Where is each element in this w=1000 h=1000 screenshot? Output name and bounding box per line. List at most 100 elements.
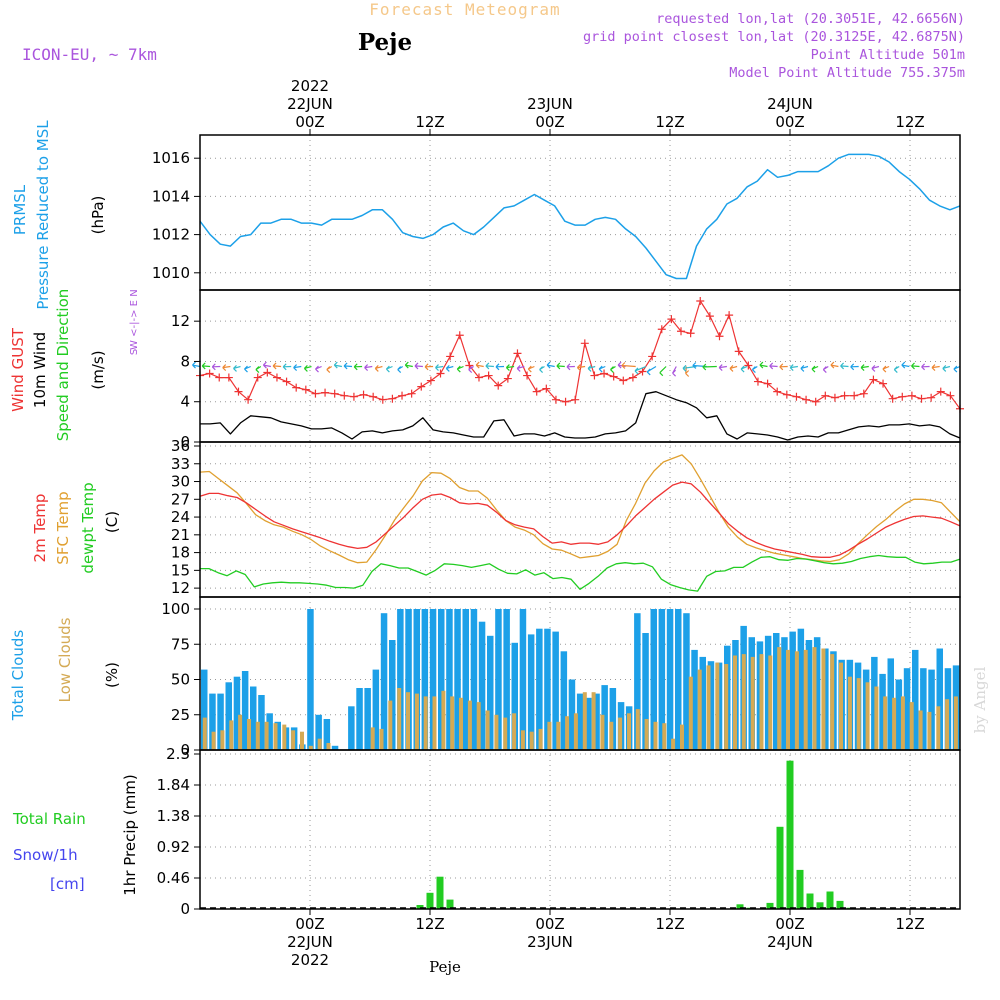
- total-cloud-bar: [495, 609, 502, 750]
- wind-arrow: [539, 365, 545, 374]
- gust-marker: [571, 395, 580, 404]
- gust-marker: [600, 369, 609, 378]
- wind-arrow: [445, 364, 454, 372]
- wind-arrow: [830, 361, 839, 369]
- gust-marker: [330, 389, 339, 398]
- wind-arrow: [211, 363, 221, 371]
- gust-marker: [551, 395, 560, 404]
- y-tick-label: 1.38: [157, 807, 190, 825]
- total-cloud-bar: [478, 621, 486, 750]
- y-tick-label: 1010: [152, 264, 190, 282]
- wind-arrow: [468, 365, 474, 374]
- wind-label: 10m Wind: [31, 332, 49, 408]
- low-cloud-bar: [556, 721, 561, 750]
- low-cloud-bar: [379, 728, 384, 750]
- wind-arrow: [769, 362, 778, 370]
- low-cloud-bar: [441, 690, 446, 750]
- gust-marker: [523, 371, 532, 380]
- gust-marker: [532, 387, 541, 396]
- wind-arrow: [505, 364, 515, 372]
- wind-arrow: [244, 365, 251, 373]
- low-clouds-label: Low Clouds: [56, 617, 74, 702]
- sfc-temp-line: [199, 454, 961, 564]
- total-cloud-bar: [487, 635, 494, 750]
- low-cloud-bar: [936, 706, 941, 750]
- low-cloud-bar: [282, 724, 287, 750]
- total-cloud-bar: [568, 679, 576, 750]
- low-cloud-bar: [291, 730, 296, 750]
- low-cloud-bar: [317, 738, 322, 750]
- rain-bar: [776, 826, 784, 909]
- bottom-time-label: 00Z: [295, 915, 324, 933]
- gust-marker: [946, 391, 955, 400]
- rain-bar: [416, 905, 424, 909]
- gust-marker: [859, 389, 868, 398]
- pressure-label-2: Pressure Reduced to MSL: [34, 120, 52, 310]
- low-cloud-bar: [900, 696, 905, 750]
- total-cloud-bar: [429, 609, 437, 750]
- y-tick-label: 0.46: [157, 869, 190, 887]
- wind-arrow: [822, 365, 829, 374]
- low-cloud-bar: [273, 723, 278, 750]
- low-cloud-bar: [423, 696, 428, 750]
- total-cloud-bar: [675, 609, 682, 750]
- total-cloud-bar: [707, 661, 715, 750]
- gust-marker: [494, 381, 503, 390]
- low-cloud-bar: [680, 724, 684, 750]
- low-cloud-bar: [724, 664, 729, 750]
- top-time-label: 24JUN: [767, 95, 813, 113]
- wind-arrow: [718, 364, 727, 372]
- top-time-label: 2022: [291, 77, 329, 95]
- y-tick-label: 1.84: [157, 776, 190, 794]
- wind-arrow: [779, 363, 788, 371]
- y-tick-label: 1016: [152, 149, 190, 167]
- pressure-unit: (hPa): [89, 196, 107, 235]
- gust-marker: [349, 392, 358, 401]
- y-tick-label: 33: [171, 455, 190, 473]
- gust-marker: [215, 373, 224, 382]
- wind-arrow: [860, 364, 869, 372]
- bottom-time-label: 00Z: [775, 915, 804, 933]
- low-cloud-bar: [794, 651, 799, 750]
- wind-arrow: [882, 365, 890, 373]
- low-cloud-bar: [892, 697, 897, 750]
- total-cloud-bar: [421, 609, 429, 750]
- gridpoint-coords: grid point closest lon,lat (20.3125E, 42…: [583, 29, 965, 45]
- wind-arrow: [385, 365, 393, 373]
- total-cloud-bar: [233, 676, 241, 750]
- total-cloud-bar: [691, 649, 698, 750]
- wind-arrow: [811, 365, 819, 373]
- pressure-label-1: PRMSL: [11, 184, 29, 235]
- y-tick-label: 0: [180, 741, 190, 759]
- compass-we: W <-|-> E: [129, 300, 140, 350]
- wind-arrow: [282, 363, 292, 371]
- total-clouds-label: Total Clouds: [9, 630, 27, 722]
- low-cloud-bar: [909, 702, 914, 750]
- low-cloud-bar: [865, 682, 870, 750]
- total-cloud-bar: [225, 682, 232, 750]
- y-tick-label: 30: [171, 473, 190, 491]
- wind-arrow: [201, 362, 211, 370]
- wind-arrow: [610, 365, 616, 374]
- total-cloud-bar: [519, 609, 527, 750]
- wind-arrow: [326, 365, 333, 374]
- total-cloud-bar: [576, 693, 584, 750]
- gust-marker: [474, 373, 483, 382]
- wind-arrow: [566, 363, 575, 371]
- y-tick-label: 0: [180, 900, 190, 918]
- gust-marker: [734, 347, 743, 356]
- low-cloud-bar: [918, 710, 923, 750]
- total-cloud-bar: [764, 635, 772, 750]
- low-cloud-bar: [715, 662, 720, 750]
- low-cloud-bar: [945, 699, 950, 750]
- gust-marker: [234, 387, 243, 396]
- low-cloud-bar: [388, 700, 393, 750]
- total-cloud-bar: [372, 669, 380, 750]
- low-cloud-bar: [786, 649, 790, 750]
- total-cloud-bar: [871, 656, 878, 750]
- compass-s: S: [129, 349, 140, 355]
- y-tick-label: 21: [171, 526, 190, 544]
- total-cloud-bar: [903, 668, 911, 750]
- y-tick-label: 18: [171, 544, 190, 562]
